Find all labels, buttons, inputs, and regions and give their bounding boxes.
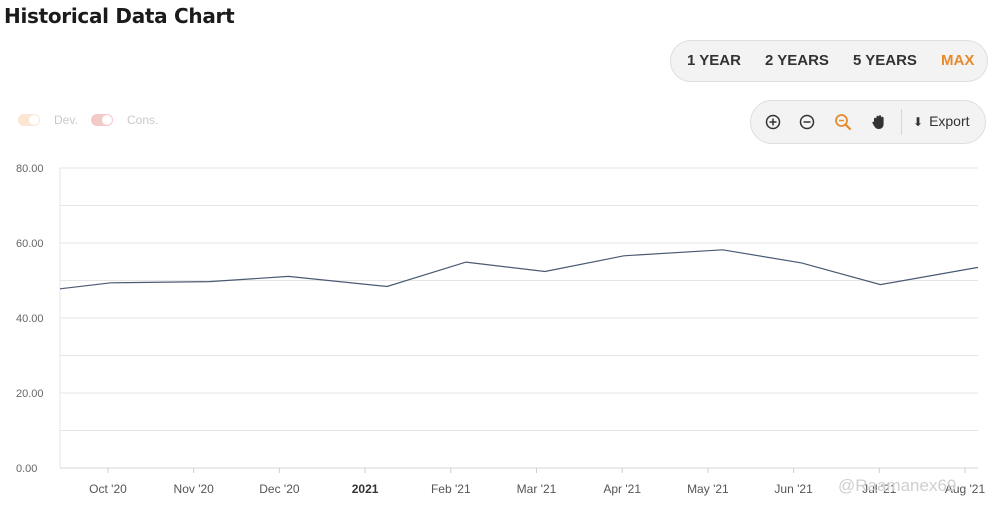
- y-tick-label: 20.00: [16, 388, 44, 400]
- x-tick-label: Dec '20: [259, 482, 300, 496]
- watermark-text: @Raamanex69: [838, 476, 957, 495]
- download-icon: ⬇: [913, 115, 924, 129]
- x-tick-label: Jun '21: [774, 482, 813, 496]
- x-tick-label: May '21: [687, 482, 729, 496]
- range-selector: 1 YEAR 2 YEARS 5 YEARS MAX: [670, 40, 988, 82]
- toggle-icon[interactable]: [91, 113, 113, 126]
- x-tick-label: Apr '21: [603, 482, 641, 496]
- zoom-in-icon[interactable]: [763, 112, 783, 132]
- magnify-icon[interactable]: [833, 112, 853, 132]
- range-5-years-button[interactable]: 5 YEARS: [853, 52, 917, 69]
- x-tick-label: Oct '20: [89, 482, 127, 496]
- chart-toolbar: ⬇ Export: [750, 100, 986, 144]
- series-line: [59, 249, 979, 290]
- x-tick-label: Feb '21: [431, 482, 471, 496]
- legend-label-dev: Dev.: [54, 112, 78, 127]
- y-tick-label: 40.00: [16, 313, 44, 325]
- page-title: Historical Data Chart: [4, 4, 235, 28]
- toggle-icon[interactable]: [18, 113, 40, 126]
- range-max-button[interactable]: MAX: [941, 52, 975, 69]
- y-tick-label: 0.00: [16, 463, 37, 475]
- x-tick-label: Aug '21: [945, 482, 986, 496]
- x-axis-ticks: Oct '20 Nov '20 Dec '20 2021 Feb '21 Mar '21 A…: [89, 468, 985, 496]
- line-chart: 0.00 20.00 40.00 60.00 80.00 Oct '20 Nov '20 D…: [16, 163, 985, 496]
- y-axis-ticks: 0.00 20.00 40.00 60.00 80.00: [16, 163, 44, 475]
- toolbar-divider: [901, 109, 902, 135]
- legend-label-cons: Cons.: [127, 112, 159, 127]
- export-label: Export: [929, 113, 970, 129]
- y-tick-label: 80.00: [16, 163, 44, 175]
- zoom-out-icon[interactable]: [797, 112, 817, 132]
- export-button[interactable]: ⬇ Export: [913, 113, 970, 129]
- y-tick-label: 60.00: [16, 238, 44, 250]
- range-1-year-button[interactable]: 1 YEAR: [687, 52, 741, 69]
- legend-item-cons[interactable]: Cons.: [91, 112, 158, 127]
- chart-grid: [59, 167, 978, 469]
- x-tick-label: 2021: [352, 482, 379, 496]
- x-tick-label: Mar '21: [517, 482, 557, 496]
- x-tick-label: Jul '21: [862, 482, 897, 496]
- range-2-years-button[interactable]: 2 YEARS: [765, 52, 829, 69]
- pan-hand-icon[interactable]: [869, 112, 889, 132]
- x-tick-label: Nov '20: [174, 482, 215, 496]
- legend-item-dev[interactable]: Dev.: [18, 112, 78, 127]
